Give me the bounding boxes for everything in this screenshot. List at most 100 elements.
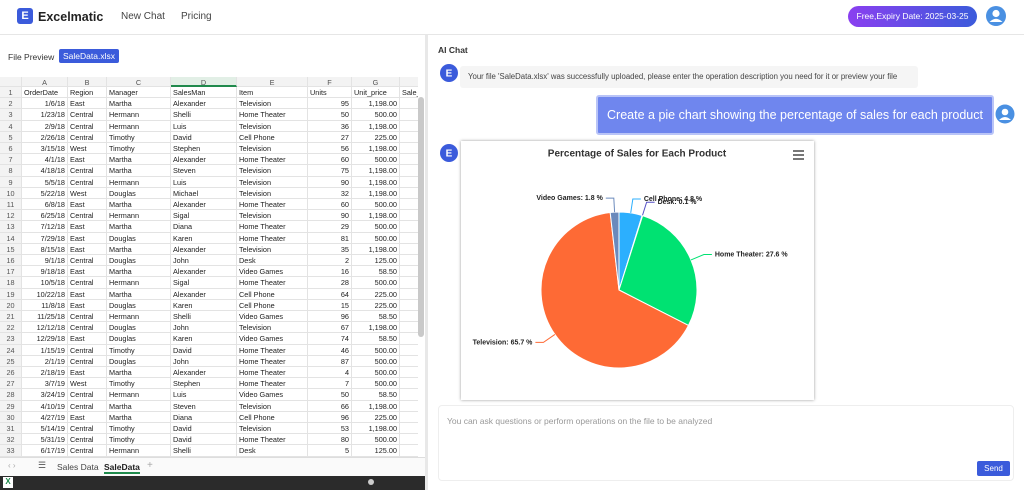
- cell[interactable]: 1,198.00: [352, 210, 400, 222]
- cell[interactable]: Alexander: [171, 98, 237, 110]
- cell[interactable]: 4/27/19: [22, 411, 68, 423]
- cell[interactable]: Timothy: [107, 423, 171, 435]
- cell[interactable]: Luis: [171, 120, 237, 132]
- tab-menu[interactable]: ☰: [38, 460, 47, 470]
- cell[interactable]: [400, 266, 418, 278]
- cell[interactable]: Douglas: [107, 333, 171, 345]
- cell[interactable]: Alexander: [171, 154, 237, 166]
- cell[interactable]: Television: [237, 143, 308, 155]
- cell[interactable]: Home Theater: [237, 277, 308, 289]
- cell[interactable]: David: [171, 423, 237, 435]
- cell[interactable]: [400, 345, 418, 356]
- row-header[interactable]: 23: [0, 333, 22, 345]
- cell[interactable]: 1/15/19: [22, 344, 68, 356]
- cell[interactable]: Manager: [107, 87, 171, 99]
- cell[interactable]: 15: [308, 299, 352, 311]
- cell[interactable]: Cell Phone: [237, 131, 308, 143]
- row-header[interactable]: 1: [0, 87, 22, 99]
- cell[interactable]: Sigal: [171, 277, 237, 289]
- cell[interactable]: 66: [308, 400, 352, 412]
- cell[interactable]: Hermann: [107, 120, 171, 132]
- cell[interactable]: 58.50: [352, 311, 400, 323]
- row-header[interactable]: 2: [0, 98, 22, 110]
- cell[interactable]: 1,198.00: [352, 120, 400, 132]
- cell[interactable]: 60: [308, 154, 352, 166]
- cell[interactable]: [400, 109, 418, 121]
- cell[interactable]: Television: [237, 322, 308, 334]
- row-header[interactable]: 7: [0, 154, 22, 166]
- cell[interactable]: 50: [308, 109, 352, 121]
- logo-icon[interactable]: E: [17, 8, 33, 24]
- row-header[interactable]: 20: [0, 299, 22, 311]
- cell[interactable]: 1,198.00: [352, 98, 400, 110]
- cell[interactable]: Stephen: [171, 143, 237, 155]
- cell[interactable]: East: [68, 232, 107, 244]
- cell[interactable]: 4/10/19: [22, 400, 68, 412]
- cell[interactable]: SalesMan: [171, 87, 237, 99]
- cell[interactable]: 1/23/18: [22, 109, 68, 121]
- cell[interactable]: 5/14/19: [22, 423, 68, 435]
- cell[interactable]: 35: [308, 243, 352, 255]
- cell[interactable]: Hermann: [107, 176, 171, 188]
- cell[interactable]: 500.00: [352, 232, 400, 244]
- cell[interactable]: 225.00: [352, 411, 400, 423]
- cell[interactable]: Timothy: [107, 344, 171, 356]
- cell[interactable]: Home Theater: [237, 355, 308, 367]
- cell[interactable]: 2/9/18: [22, 120, 68, 132]
- cell[interactable]: 67: [308, 322, 352, 334]
- cell[interactable]: Steven: [171, 165, 237, 177]
- cell[interactable]: Douglas: [107, 232, 171, 244]
- cell[interactable]: West: [68, 143, 107, 155]
- cell[interactable]: [400, 445, 418, 457]
- cell[interactable]: [400, 244, 418, 255]
- cell[interactable]: 5: [308, 445, 352, 457]
- row-header[interactable]: 10: [0, 187, 22, 199]
- sheet-tab[interactable]: Sales Data: [57, 462, 99, 472]
- cell[interactable]: 500.00: [352, 277, 400, 289]
- row-header[interactable]: 30: [0, 411, 22, 423]
- cell[interactable]: 9/18/18: [22, 266, 68, 278]
- cell[interactable]: 7/29/18: [22, 232, 68, 244]
- cell[interactable]: [400, 356, 418, 367]
- cell[interactable]: OrderDate: [22, 87, 68, 99]
- cell[interactable]: 500.00: [352, 199, 400, 211]
- cell[interactable]: 4/1/18: [22, 154, 68, 166]
- cell[interactable]: 1,198.00: [352, 187, 400, 199]
- row-header[interactable]: 27: [0, 378, 22, 390]
- cell[interactable]: Shelli: [171, 311, 237, 323]
- cell[interactable]: Douglas: [107, 187, 171, 199]
- cell[interactable]: 500.00: [352, 221, 400, 233]
- cell[interactable]: Home Theater: [237, 367, 308, 379]
- cell[interactable]: 1,198.00: [352, 322, 400, 334]
- cell[interactable]: Martha: [107, 199, 171, 211]
- status-icons[interactable]: [368, 479, 424, 487]
- cell[interactable]: Region: [68, 87, 107, 99]
- cell[interactable]: Television: [237, 187, 308, 199]
- cell[interactable]: Central: [68, 355, 107, 367]
- cell[interactable]: Martha: [107, 411, 171, 423]
- cell[interactable]: 81: [308, 232, 352, 244]
- cell[interactable]: Central: [68, 176, 107, 188]
- cell[interactable]: 27: [308, 131, 352, 143]
- cell[interactable]: 90: [308, 210, 352, 222]
- cell[interactable]: 36: [308, 120, 352, 132]
- cell[interactable]: Video Games: [237, 266, 308, 278]
- column-header[interactable]: D: [171, 77, 237, 87]
- tab-nav[interactable]: ‹ ›: [8, 461, 16, 470]
- cell[interactable]: 6/17/19: [22, 445, 68, 457]
- cell[interactable]: Diana: [171, 221, 237, 233]
- cell[interactable]: 4: [308, 367, 352, 379]
- cell[interactable]: Timothy: [107, 131, 171, 143]
- cell[interactable]: 1,198.00: [352, 143, 400, 155]
- cell[interactable]: [400, 277, 418, 289]
- cell[interactable]: 7: [308, 378, 352, 390]
- row-header[interactable]: 15: [0, 243, 22, 255]
- cell[interactable]: 7/12/18: [22, 221, 68, 233]
- cell[interactable]: [400, 221, 418, 233]
- cell[interactable]: 90: [308, 176, 352, 188]
- cell[interactable]: 2/1/19: [22, 355, 68, 367]
- cell[interactable]: Martha: [107, 367, 171, 379]
- cell[interactable]: Central: [68, 277, 107, 289]
- row-header[interactable]: 22: [0, 322, 22, 334]
- cell[interactable]: Television: [237, 98, 308, 110]
